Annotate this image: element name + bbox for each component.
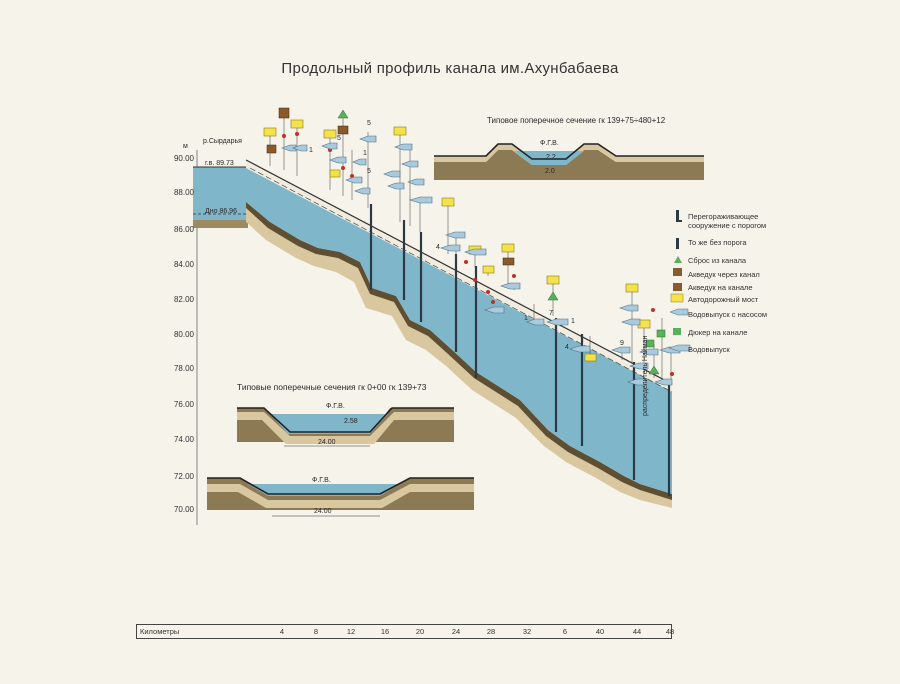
bottom-level-label: Дно 86.96 — [205, 208, 237, 215]
structure-number: 9 — [620, 340, 624, 347]
end-label: распределитель Найман — [642, 335, 649, 416]
cross-section-bottom-fgv1: Ф.Г.В. — [326, 403, 345, 410]
legend-item-label: Водовыпуск — [688, 345, 730, 354]
legend-item-label: То же без порога — [688, 238, 747, 247]
cross-section-bottom-width1: 24.00 — [318, 439, 336, 446]
km-tick-label: 12 — [346, 627, 356, 636]
structure-number: 4 — [436, 244, 440, 251]
structure-number: 1 — [571, 318, 575, 325]
canal-water — [246, 168, 672, 494]
legend-symbols — [668, 210, 691, 352]
y-axis-unit: м — [183, 143, 188, 150]
y-tick-label: 72.00 — [173, 472, 194, 481]
cross-section-bottom1-drawing — [237, 407, 454, 447]
km-tick-label: 40 — [595, 627, 605, 636]
legend-item: Сброс из канала — [688, 256, 746, 265]
outlet-icon — [668, 344, 691, 352]
legend-item: Водовыпуск — [688, 345, 730, 354]
culvert-icon — [673, 328, 681, 335]
y-tick-label: 86.00 — [173, 225, 194, 234]
y-tick-label: 88.00 — [173, 188, 194, 197]
barrier-icon — [676, 210, 679, 222]
river-basin — [193, 166, 248, 228]
y-tick-label: 80.00 — [173, 330, 194, 339]
structure-number: 7 — [549, 310, 553, 317]
river-label: р.Сырдарья — [203, 138, 242, 145]
km-tick-label: 16 — [380, 627, 390, 636]
km-tick-label: 24 — [451, 627, 461, 636]
structure-number: 5 — [367, 168, 371, 175]
aqueduct-over-icon — [673, 268, 682, 276]
water-level-label: г.в. 89.73 — [205, 160, 234, 167]
cross-section-top-depth: 2.2 — [546, 154, 556, 161]
structure-number: 4 — [565, 344, 569, 351]
canal-soil-band — [246, 202, 672, 508]
km-tick-label: 44 — [632, 627, 642, 636]
y-tick-label: 74.00 — [173, 435, 194, 444]
legend-item-label: Сброс из канала — [688, 256, 747, 265]
y-tick-label: 82.00 — [173, 295, 194, 304]
km-tick-label: 32 — [522, 627, 532, 636]
cross-section-bottom-depth1: 2.58 — [344, 418, 358, 425]
structure-number: 5 — [337, 135, 341, 142]
legend-item-label: Перегораживающее сооружение с порогом — [688, 212, 767, 230]
cross-section-bottom2-drawing — [207, 477, 474, 517]
cross-section-top-title: Типовое поперечное сечение гк 139+75÷480… — [487, 116, 666, 125]
legend-item: Автодорожный мост — [688, 295, 758, 304]
legend-item: Дюкер на канале — [688, 328, 747, 337]
spillway-icon — [674, 256, 682, 263]
structure-number: 1 — [309, 147, 313, 154]
km-scale-bar — [136, 624, 672, 639]
cross-section-top-fgv: Ф.Г.В. — [540, 140, 559, 147]
cross-section-bottom-width2: 24.00 — [314, 508, 332, 515]
structure-number: 5 — [367, 120, 371, 127]
legend-item: Водовыпуск с насосом — [688, 310, 767, 319]
legend-item: Акведук через канал — [688, 270, 760, 279]
spillway-symbols — [337, 109, 660, 375]
structure-number: 1 — [363, 150, 367, 157]
legend-item-label: Дюкер на канале — [688, 328, 748, 337]
y-tick-label: 78.00 — [173, 364, 194, 373]
legend-item: То же без порога — [688, 238, 747, 247]
km-scale-label: Километры — [140, 627, 180, 636]
km-tick-label: 4 — [279, 627, 285, 636]
km-tick-label: 8 — [313, 627, 319, 636]
aqueduct-on-icon — [673, 283, 682, 291]
cross-section-top-width: 2.0 — [545, 168, 555, 175]
km-tick-label: 48 — [665, 627, 675, 636]
cross-section-bottom-title: Типовые поперечные сечения гк 0+00 гк 13… — [237, 382, 427, 392]
cross-section-bottom-fgv2: Ф.Г.В. — [312, 477, 331, 484]
cross-section-top-drawing — [434, 143, 704, 180]
pump-outlet-icon — [669, 308, 689, 316]
road-bridge-icon — [670, 293, 684, 303]
aqueduct-symbols — [266, 107, 515, 266]
km-tick-label: 28 — [486, 627, 496, 636]
legend-item: Акведук на канале — [688, 283, 753, 292]
structure-number: 1 — [524, 315, 528, 322]
y-tick-label: 70.00 — [173, 505, 194, 514]
y-tick-label: 84.00 — [173, 260, 194, 269]
marker-dots — [282, 132, 674, 376]
km-tick-label: 6 — [562, 627, 568, 636]
outlet-symbols — [281, 135, 681, 386]
y-tick-label: 76.00 — [173, 400, 194, 409]
km-tick-label: 20 — [415, 627, 425, 636]
canal-berm — [246, 160, 672, 392]
legend-item-label: Акведук на канале — [688, 283, 753, 292]
legend-item-label: Водовыпуск с насосом — [688, 310, 768, 319]
barrier-no-sill-icon — [676, 238, 679, 249]
legend-item-label: Акведук через канал — [688, 270, 760, 279]
diagram-title: Продольный профиль канала им.Ахунбабаева — [281, 60, 619, 77]
culvert-symbols — [645, 329, 666, 348]
legend-item: Перегораживающее сооружение с порогом — [688, 212, 766, 230]
y-tick-label: 90.00 — [173, 154, 194, 163]
legend-item-label: Автодорожный мост — [688, 295, 759, 304]
